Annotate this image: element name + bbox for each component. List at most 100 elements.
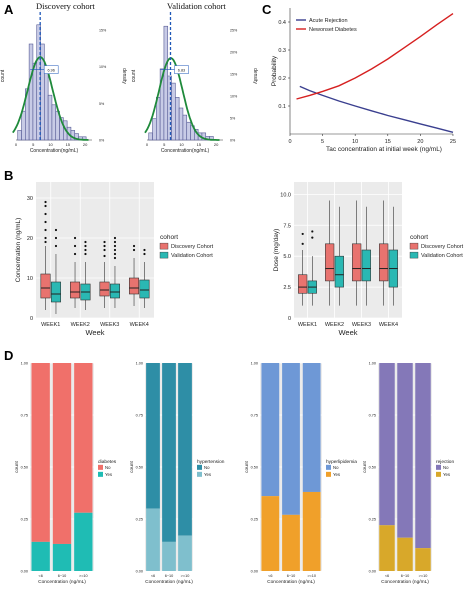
stack-bar-no	[162, 363, 176, 542]
y-tick-label: 0.25	[21, 518, 28, 522]
x-tick-label: <6	[151, 574, 155, 578]
x-tick-label: >=10	[419, 574, 428, 578]
outlier-point	[311, 230, 314, 233]
outlier-point	[103, 240, 106, 244]
x-tick-label: 10	[179, 142, 184, 147]
panel-label-d: D	[4, 348, 13, 363]
x-tick-label: WEEK2	[325, 322, 344, 328]
y-tick-label: 0.50	[21, 466, 28, 470]
outlier-point	[113, 240, 117, 244]
hist-title: Discovery cohort	[36, 1, 95, 11]
y-tick-label: 2.5	[283, 285, 291, 291]
right-tick-label: 15%	[230, 72, 238, 76]
stack-bar-no	[146, 363, 160, 509]
outlier-point	[54, 244, 58, 248]
legend-label: Discovery Cohort	[171, 244, 214, 250]
stack-bar-yes	[415, 548, 431, 571]
outlier-point	[54, 236, 58, 240]
x-tick-label: WEEK2	[71, 322, 90, 328]
legend-label: Validation Cohort	[421, 253, 463, 259]
x-tick-label: WEEK4	[130, 322, 149, 328]
x-tick-label: 6~10	[58, 574, 67, 578]
panel-label-a: A	[4, 2, 14, 17]
legend-label: Newonset Diabetes	[309, 27, 357, 33]
right-tick-label: 20%	[230, 50, 238, 54]
hist-bar	[44, 69, 49, 141]
x-tick-label: 10	[352, 139, 358, 145]
stack-bar-no	[52, 363, 72, 544]
legend-swatch	[436, 471, 441, 477]
normal-fit-curve	[12, 56, 89, 141]
outlier-point	[301, 242, 304, 245]
x-tick-label: >=10	[79, 574, 88, 578]
y-tick-label: 1.00	[21, 362, 28, 366]
x-tick-label: WEEK3	[352, 322, 371, 328]
x-axis-title: Concentration(ng/mL)	[161, 148, 210, 154]
x-tick-label: 20	[83, 142, 88, 147]
outlier-point	[132, 248, 136, 252]
legend-title: rejection	[436, 459, 454, 465]
outlier-point	[113, 248, 117, 252]
mean-label-box	[174, 65, 189, 74]
legend-swatch	[98, 464, 103, 470]
outlier-point	[132, 244, 136, 248]
legend-label: No	[204, 465, 210, 470]
y-tick-label: 20	[27, 236, 33, 242]
hist-bar	[178, 107, 184, 141]
outlier-point	[44, 220, 47, 224]
y-axis-title: count	[0, 69, 6, 82]
legend-swatch	[409, 251, 419, 259]
y-tick-label: 0.50	[369, 466, 376, 470]
y-tick-label: 0.00	[21, 570, 28, 574]
hist-bar	[186, 121, 191, 141]
x-tick-label: 5	[32, 142, 35, 147]
stack-bar-no	[415, 363, 431, 549]
outlier-point	[103, 254, 106, 258]
hist-bar	[156, 97, 161, 141]
box	[40, 273, 51, 299]
x-tick-label: 6~10	[287, 574, 296, 578]
x-tick-label: WEEK1	[41, 322, 60, 328]
outlier-point	[44, 228, 47, 232]
y-tick-label: 0.25	[369, 518, 376, 522]
x-tick-label: 0	[288, 139, 291, 145]
legend-label: Yes	[204, 472, 211, 477]
hist-bar	[152, 118, 157, 141]
stack-bar-yes	[178, 535, 192, 571]
hist-bar	[148, 132, 153, 141]
y-tick-label: 0.2	[278, 76, 286, 82]
hist-bar	[175, 97, 180, 141]
outlier-point	[103, 248, 106, 252]
x-axis-title: Concentration (ng/mL)	[38, 579, 86, 585]
outlier-point	[73, 252, 77, 256]
y-tick-label: 0.00	[251, 570, 258, 574]
x-tick-label: <6	[38, 574, 42, 578]
x-axis-title: Tac concentration at initial week (ng/mL…	[326, 146, 442, 153]
box	[99, 281, 110, 297]
y-axis-title: count	[14, 460, 20, 472]
legend-label: Yes	[443, 472, 450, 477]
x-axis-title: Week	[85, 328, 104, 337]
outlier-point	[73, 236, 77, 240]
box	[109, 283, 120, 299]
stack-bar-no	[261, 363, 280, 497]
y-axis-title: Dose (mg/day)	[273, 229, 280, 272]
y-axis-title: count	[129, 460, 135, 472]
hist-bar	[182, 114, 188, 141]
outlier-point	[44, 204, 47, 208]
x-tick-label: >=10	[181, 574, 190, 578]
legend-label: Yes	[105, 472, 112, 477]
x-tick-label: 5	[321, 139, 324, 145]
stack-bar-no	[178, 363, 192, 536]
legend-title: cohort	[410, 234, 428, 241]
stack-bar-yes	[379, 525, 395, 571]
right-tick-label: 10%	[99, 65, 107, 69]
outlier-point	[143, 252, 146, 256]
hist-bar	[17, 130, 22, 141]
outlier-point	[84, 240, 87, 244]
outlier-point	[44, 240, 47, 244]
legend-swatch	[436, 464, 441, 470]
legend-title: cohort	[160, 234, 178, 241]
stack-bar-yes	[31, 541, 50, 571]
x-tick-label: 10	[48, 142, 53, 147]
